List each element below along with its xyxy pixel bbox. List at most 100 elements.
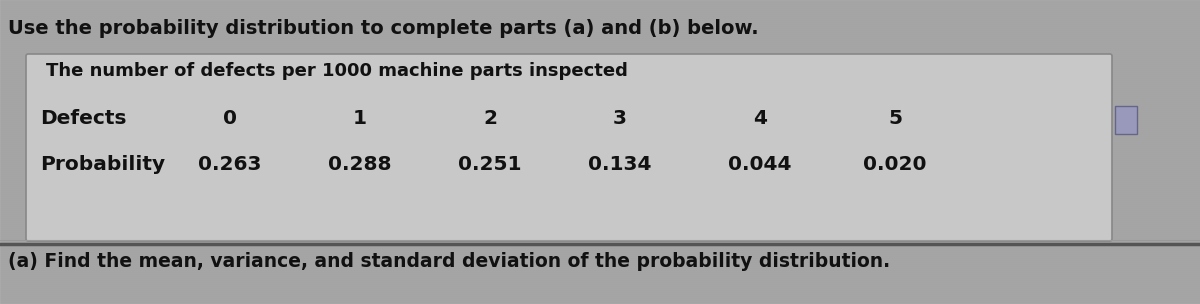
Bar bbox=[0, 262, 1200, 263]
Bar bbox=[0, 218, 1200, 219]
Bar bbox=[0, 4, 1200, 5]
Bar bbox=[0, 220, 1200, 221]
Bar bbox=[0, 46, 1200, 47]
Bar bbox=[0, 56, 1200, 57]
Bar bbox=[0, 128, 1200, 129]
Bar bbox=[0, 228, 1200, 229]
Text: 5: 5 bbox=[888, 109, 902, 129]
Bar bbox=[0, 98, 1200, 99]
Bar bbox=[0, 212, 1200, 213]
Bar bbox=[0, 144, 1200, 145]
Bar bbox=[0, 208, 1200, 209]
Bar bbox=[0, 182, 1200, 183]
Bar bbox=[0, 86, 1200, 87]
Bar bbox=[0, 28, 1200, 29]
Bar bbox=[0, 232, 1200, 233]
Bar bbox=[0, 192, 1200, 193]
Bar bbox=[0, 272, 1200, 273]
Bar bbox=[0, 234, 1200, 235]
Bar bbox=[0, 270, 1200, 271]
Bar bbox=[0, 206, 1200, 207]
Bar bbox=[0, 146, 1200, 147]
Text: 0.020: 0.020 bbox=[863, 154, 926, 174]
Text: 4: 4 bbox=[754, 109, 767, 129]
Bar bbox=[0, 138, 1200, 139]
Bar bbox=[0, 148, 1200, 149]
Bar bbox=[0, 294, 1200, 295]
Bar bbox=[0, 42, 1200, 43]
Bar bbox=[0, 112, 1200, 113]
Bar bbox=[0, 200, 1200, 201]
Bar bbox=[0, 80, 1200, 81]
Bar bbox=[0, 60, 1200, 61]
Text: 0.251: 0.251 bbox=[458, 154, 522, 174]
Bar bbox=[0, 58, 1200, 59]
Bar bbox=[0, 248, 1200, 249]
Bar bbox=[0, 292, 1200, 293]
Bar bbox=[0, 166, 1200, 167]
Bar bbox=[0, 174, 1200, 175]
Bar bbox=[0, 162, 1200, 163]
Bar bbox=[0, 250, 1200, 251]
Bar bbox=[0, 278, 1200, 279]
Bar bbox=[0, 190, 1200, 191]
Text: Probability: Probability bbox=[40, 154, 166, 174]
Bar bbox=[0, 136, 1200, 137]
Bar bbox=[0, 288, 1200, 289]
Bar bbox=[0, 260, 1200, 261]
Bar bbox=[0, 96, 1200, 97]
Bar bbox=[0, 82, 1200, 83]
Bar bbox=[0, 90, 1200, 91]
Bar bbox=[0, 280, 1200, 281]
Bar bbox=[0, 24, 1200, 25]
Bar bbox=[0, 134, 1200, 135]
Bar bbox=[0, 88, 1200, 89]
Bar bbox=[0, 126, 1200, 127]
Bar bbox=[0, 154, 1200, 155]
Bar bbox=[0, 246, 1200, 247]
Bar bbox=[0, 106, 1200, 107]
Text: 0.134: 0.134 bbox=[588, 154, 652, 174]
Bar bbox=[0, 244, 1200, 245]
Bar bbox=[0, 22, 1200, 23]
Bar bbox=[0, 214, 1200, 215]
Bar bbox=[0, 180, 1200, 181]
Bar bbox=[0, 124, 1200, 125]
Bar bbox=[0, 26, 1200, 27]
Bar bbox=[0, 298, 1200, 299]
Bar bbox=[0, 178, 1200, 179]
Text: Defects: Defects bbox=[40, 109, 126, 129]
Bar bbox=[0, 158, 1200, 159]
Bar bbox=[0, 104, 1200, 105]
Bar bbox=[0, 236, 1200, 237]
Bar bbox=[0, 8, 1200, 9]
Bar bbox=[0, 94, 1200, 95]
Bar bbox=[0, 284, 1200, 285]
Text: 0.263: 0.263 bbox=[198, 154, 262, 174]
Bar bbox=[0, 118, 1200, 119]
Bar bbox=[0, 142, 1200, 143]
Bar bbox=[0, 74, 1200, 75]
Bar bbox=[0, 276, 1200, 277]
Bar bbox=[0, 44, 1200, 45]
Bar bbox=[0, 302, 1200, 303]
Bar bbox=[0, 156, 1200, 157]
Bar bbox=[0, 66, 1200, 67]
Bar bbox=[0, 116, 1200, 117]
Bar bbox=[0, 152, 1200, 153]
Text: 3: 3 bbox=[613, 109, 628, 129]
Bar bbox=[0, 62, 1200, 63]
Bar bbox=[0, 50, 1200, 51]
Bar bbox=[0, 226, 1200, 227]
Bar bbox=[0, 188, 1200, 189]
Bar bbox=[0, 68, 1200, 69]
Bar bbox=[0, 52, 1200, 53]
Bar bbox=[0, 216, 1200, 217]
Bar bbox=[0, 14, 1200, 15]
Bar bbox=[0, 172, 1200, 173]
Bar bbox=[0, 242, 1200, 243]
Bar bbox=[0, 120, 1200, 121]
Bar bbox=[0, 274, 1200, 275]
Bar bbox=[0, 34, 1200, 35]
Bar bbox=[0, 170, 1200, 171]
